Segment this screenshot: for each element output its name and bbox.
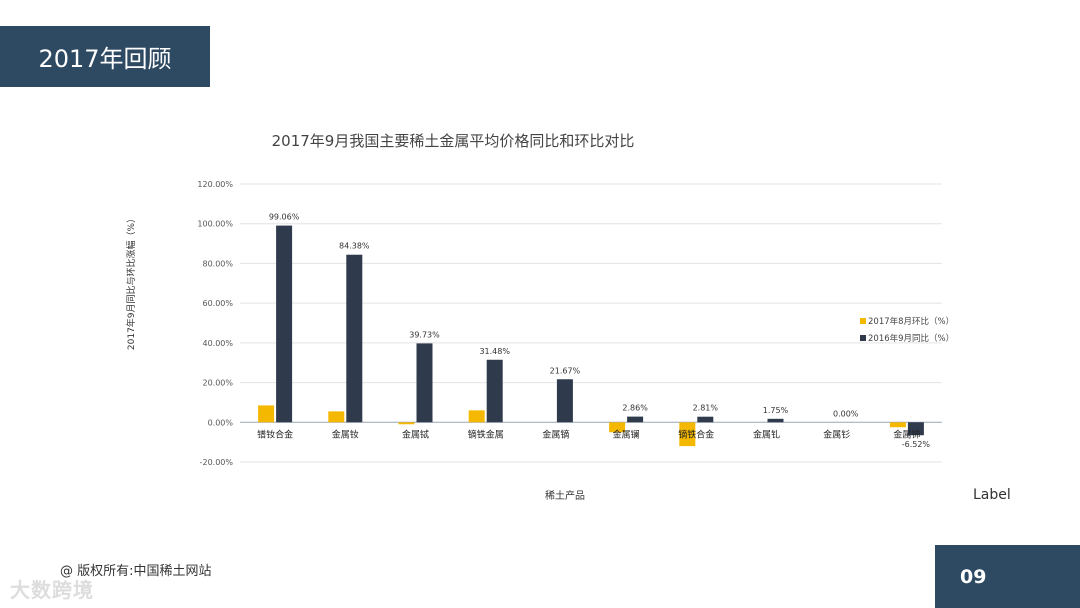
x-tick-label: 金属铽 [402,428,429,440]
x-tick-label: 镝铁合金 [678,428,714,440]
data-label: 31.48% [479,347,510,356]
data-label: 39.73% [409,330,440,339]
y-tick-label: 120.00% [197,180,233,189]
bar-mom [468,410,485,423]
x-tick-label: 镝铁金属 [468,428,504,440]
x-tick-label: 金属镝 [542,428,569,440]
bar-yoy [627,416,644,423]
y-tick-label: 100.00% [197,220,233,229]
data-label: 84.38% [339,242,370,251]
data-label: 99.06% [269,213,300,222]
labels: 99.06% 镨钕合金 84.38% 金属钕 39.73% 金属铽 31.48% 镝铁金属 21… [257,213,930,450]
bar-yoy [907,422,924,436]
bar-yoy [697,416,714,423]
data-label: 1.75% [763,406,789,415]
legend-swatch [860,318,866,324]
bar-mom [609,422,626,433]
bar-yoy [416,343,433,423]
bar-mom [679,422,696,447]
data-label: 0.00% [833,409,859,418]
chart-title: 2017年9月我国主要稀土金属平均价格同比和环比对比 [272,132,635,150]
y-tick-label: 0.00% [208,418,234,427]
bar-mom [889,422,906,428]
x-tick-label: 金属镧 [613,428,640,440]
bar-mom [328,411,345,423]
bar-yoy [276,225,293,423]
data-label: 2.81% [693,404,719,413]
bar-yoy [486,359,503,423]
data-label: -6.52% [902,440,931,449]
x-axis-label: 稀土产品 [545,489,585,502]
legend-label: 2017年8月环比（%） [868,316,954,327]
data-label: 2.86% [622,404,648,413]
bar-yoy [556,379,573,423]
y-tick-label: 20.00% [202,379,233,388]
gridlines: -20.00% 0.00% 20.00% 40.00% 60.00% 80.00% 100.… [197,180,942,467]
page-number: 09 [935,545,1080,608]
x-tick-label: 镨钕合金 [257,428,293,440]
y-tick-label: 40.00% [202,339,233,348]
legend: 2017年8月环比（%） 2016年9月同比（%） [860,316,954,344]
bar-mom [398,422,415,425]
x-tick-label: 金属钐 [823,428,850,440]
x-tick-label: 金属铈 [893,428,920,440]
bar-mom [258,405,275,423]
x-tick-label: 金属钆 [753,428,780,440]
bar-yoy [767,418,784,423]
bars [258,225,924,447]
slide-title: 2017年回顾 [0,26,210,87]
y-tick-label: 60.00% [202,299,233,308]
watermark-logo: 大数跨境 [10,578,94,602]
copyright-text: @ 版权所有:中国稀土网站 [60,564,212,579]
data-label: 21.67% [550,366,581,375]
bar-yoy [346,254,363,423]
label-text: Label [973,487,1011,503]
legend-swatch [860,335,866,341]
y-tick-label: -20.00% [200,458,234,467]
y-axis-label: 2017年9月同比与环比涨幅（%） [125,214,137,350]
y-tick-label: 80.00% [202,259,233,268]
legend-label: 2016年9月同比（%） [868,333,954,344]
x-tick-label: 金属钕 [332,428,359,440]
